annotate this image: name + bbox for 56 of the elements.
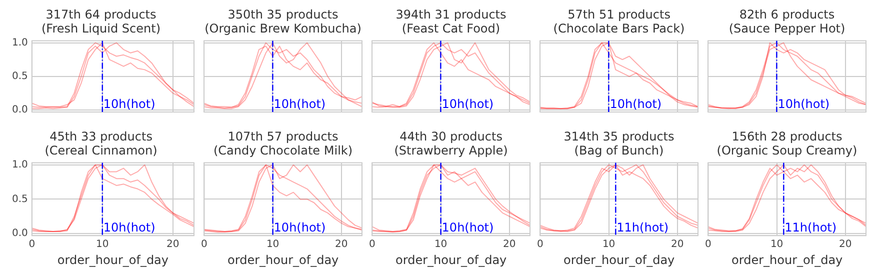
ref-line-label: 10h(hot): [103, 97, 156, 112]
chart-title: 107th 57 products: [228, 129, 338, 144]
x-axis-title: order_hour_of_day: [564, 252, 675, 267]
chart-subtitle: (Bag of Bunch): [574, 144, 664, 158]
ref-line-label: 10h(hot): [610, 97, 662, 112]
x-tick-label: 0: [28, 239, 36, 250]
y-tick-label: 1.0: [12, 159, 28, 170]
chart-title: 156th 28 products: [732, 129, 842, 144]
chart-title: 394th 31 products: [396, 7, 506, 22]
ref-line-label: 10h(hot): [274, 97, 326, 112]
chart-subtitle: (Candy Chocolate Milk): [213, 144, 353, 158]
x-axis-title: order_hour_of_day: [396, 252, 507, 267]
chart-title: 44th 30 products: [400, 129, 502, 144]
chart-subtitle: (Organic Brew Kombucha): [204, 22, 362, 36]
x-tick-label: 20: [503, 239, 516, 250]
chart-subtitle: (Sauce Pepper Hot): [728, 22, 846, 36]
ref-line-label: 10h(hot): [442, 97, 494, 112]
x-axis-title: order_hour_of_day: [732, 252, 843, 267]
ref-line-label: 10h(hot): [442, 220, 494, 235]
chart-subtitle: (Chocolate Bars Pack): [553, 22, 685, 36]
y-tick-label: 0.5: [12, 194, 28, 205]
x-axis-title: order_hour_of_day: [57, 252, 169, 267]
x-tick-label: 0: [704, 239, 712, 250]
x-tick-label: 0: [368, 239, 376, 250]
x-tick-label: 10: [434, 239, 448, 250]
x-tick-label: 10: [266, 239, 280, 250]
chart-subtitle: (Strawberry Apple): [394, 144, 508, 158]
y-tick-label: 0.0: [12, 228, 28, 240]
ref-line-label: 10h(hot): [274, 220, 326, 235]
chart-subtitle: (Organic Soup Creamy): [716, 144, 858, 158]
chart-title: 82th 6 products: [739, 7, 835, 22]
chart-subtitle: (Feast Cat Food): [402, 22, 500, 36]
ref-line-label: 10h(hot): [103, 220, 156, 235]
x-tick-label: 20: [839, 239, 852, 250]
chart-title: 350th 35 products: [228, 7, 338, 22]
chart-title: 57th 51 products: [568, 7, 670, 22]
y-tick-label: 1.0: [12, 37, 28, 48]
ref-line-label: 11h(hot): [784, 220, 837, 235]
chart-title: 45th 33 products: [50, 129, 152, 144]
x-tick-label: 10: [96, 239, 109, 250]
ref-line-label: 10h(hot): [778, 97, 830, 112]
chart-title: 317th 64 products: [46, 7, 156, 22]
y-tick-label: 0.0: [12, 104, 28, 116]
chart-title: 314th 35 products: [564, 129, 674, 144]
x-tick-label: 20: [166, 239, 180, 250]
chart-subtitle: (Cereal Cinnamon): [44, 144, 158, 158]
chart-subtitle: (Fresh Liquid Scent): [41, 22, 161, 36]
x-axis-title: order_hour_of_day: [228, 252, 339, 267]
x-tick-label: 20: [671, 239, 684, 250]
x-tick-label: 0: [200, 239, 208, 250]
y-tick-label: 0.5: [12, 70, 28, 82]
ref-line-label: 11h(hot): [616, 220, 669, 235]
x-tick-label: 10: [602, 239, 616, 250]
x-tick-label: 20: [335, 239, 348, 250]
x-tick-label: 0: [536, 239, 544, 250]
x-tick-label: 10: [770, 239, 784, 250]
